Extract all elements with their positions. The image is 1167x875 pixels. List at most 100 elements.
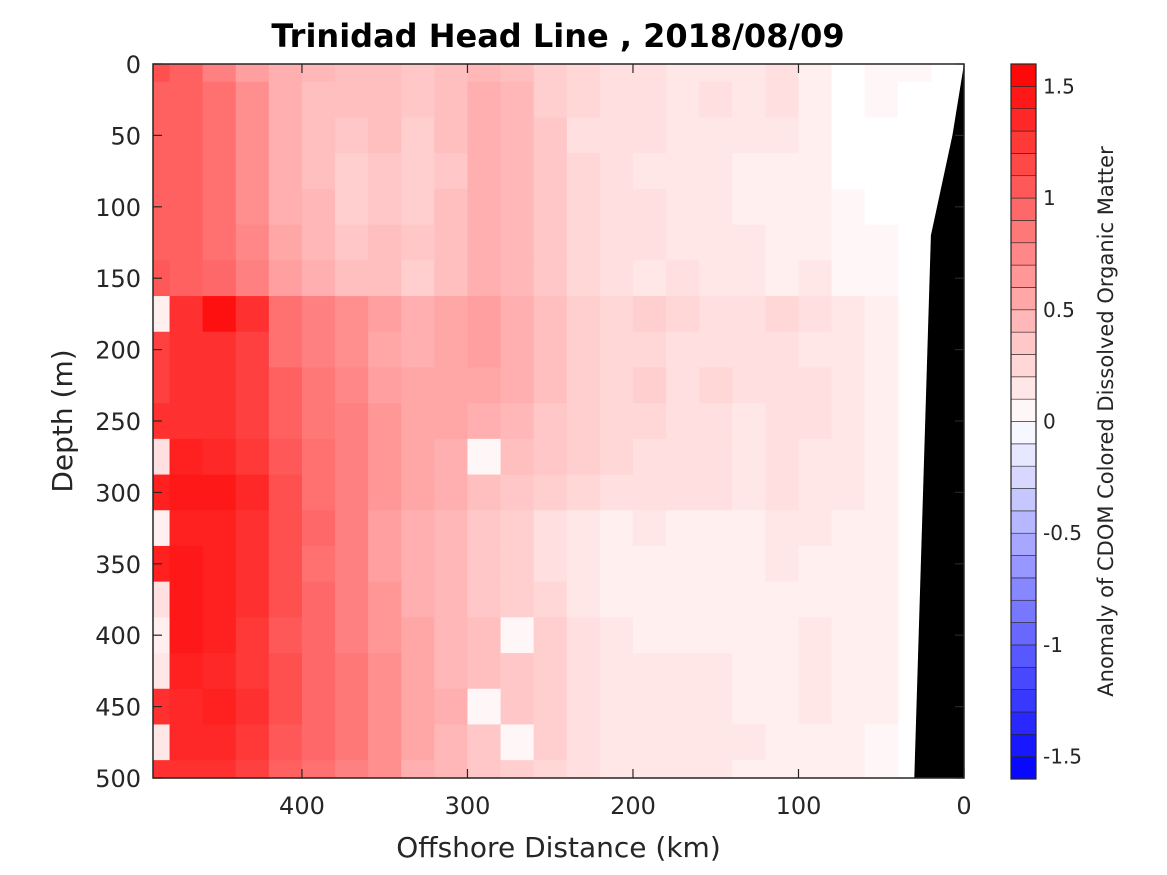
- heatmap-cell: [765, 117, 800, 154]
- heatmap-cell: [599, 153, 634, 190]
- heatmap-cell: [831, 474, 866, 511]
- heatmap-cell: [467, 296, 502, 333]
- x-tick-label: 200: [610, 792, 656, 820]
- heatmap-cell: [765, 760, 800, 779]
- heatmap-cell: [235, 117, 270, 154]
- heatmap-cell: [632, 153, 667, 190]
- heatmap-cell: [765, 653, 800, 690]
- heatmap-cell: [500, 438, 535, 476]
- heatmap-cell: [699, 724, 733, 761]
- heatmap-cell: [235, 760, 270, 779]
- heatmap-cell: [301, 367, 336, 404]
- heatmap-cell: [666, 260, 700, 297]
- heatmap-cell: [434, 117, 469, 154]
- heatmap-cell: [268, 296, 303, 333]
- heatmap-cell: [699, 296, 733, 333]
- heatmap-cell: [666, 117, 700, 154]
- heatmap-cell: [732, 403, 766, 440]
- heatmap-cell: [765, 153, 800, 190]
- heatmap-cell: [169, 545, 204, 583]
- heatmap-cell: [169, 653, 204, 690]
- heatmap-cell: [533, 117, 568, 154]
- y-tick-label: 450: [95, 694, 141, 722]
- heatmap-cell: [268, 64, 303, 83]
- heatmap-cell: [335, 438, 369, 476]
- heatmap-cell: [566, 81, 601, 119]
- heatmap-cell: [566, 403, 601, 440]
- heatmap-cell: [268, 474, 303, 511]
- heatmap-cell: [699, 117, 733, 154]
- heatmap-cell: [301, 403, 336, 440]
- y-tick-label: 350: [95, 551, 141, 579]
- heatmap-cell: [202, 331, 237, 369]
- colorbar-step: [1010, 510, 1037, 534]
- heatmap-cell: [235, 653, 270, 690]
- heatmap-cell: [666, 331, 700, 369]
- heatmap-cell: [566, 474, 601, 511]
- heatmap-cell: [632, 296, 667, 333]
- heatmap-cell: [500, 617, 535, 654]
- y-tick-label: 400: [95, 622, 141, 650]
- heatmap-cell: [831, 224, 866, 261]
- heatmap-cell: [765, 688, 800, 726]
- heatmap-cell: [401, 724, 435, 761]
- heatmap-cell: [169, 760, 204, 779]
- colorbar-frame: [1010, 63, 1037, 780]
- heatmap-cell: [268, 81, 303, 119]
- heatmap-cell: [599, 367, 634, 404]
- heatmap-cell: [368, 188, 402, 226]
- heatmap-cell: [500, 653, 535, 690]
- heatmap-cell: [335, 224, 369, 261]
- colorbar-step: [1010, 622, 1037, 646]
- heatmap-cell: [301, 331, 336, 369]
- heatmap-cell: [897, 81, 932, 119]
- heatmap-cell: [533, 153, 568, 190]
- heatmap-cell: [268, 260, 303, 297]
- heatmap-cell: [301, 260, 336, 297]
- heatmap-cell: [401, 545, 435, 583]
- heatmap-cell: [798, 296, 833, 333]
- colorbar-tick-label: 1.5: [1043, 74, 1075, 98]
- heatmap-cell: [732, 474, 766, 511]
- heatmap-cell: [434, 331, 469, 369]
- y-axis: 0 50 100 150 200 250 300 350 400 450 500: [95, 51, 964, 793]
- heatmap-cell: [599, 224, 634, 261]
- heatmap-cell: [798, 438, 833, 476]
- colorbar-tick-label: -1.5: [1043, 745, 1082, 769]
- heatmap-cell: [798, 81, 833, 119]
- heatmap-cell: [533, 510, 568, 547]
- heatmap-cell: [632, 760, 667, 779]
- heatmap-cell: [864, 224, 899, 261]
- heatmap-cell: [666, 724, 700, 761]
- colorbar-step: [1010, 644, 1037, 668]
- heatmap-cell: [831, 545, 866, 583]
- heatmap-cell: [500, 760, 535, 779]
- heatmap-cell: [765, 510, 800, 547]
- heatmap-cell: [401, 64, 435, 83]
- heatmap-cell: [864, 760, 899, 779]
- heatmap-cell: [599, 545, 634, 583]
- heatmap-cell: [202, 653, 237, 690]
- heatmap-cell: [467, 64, 502, 83]
- heatmap-cell: [599, 688, 634, 726]
- heatmap-cell: [368, 510, 402, 547]
- heatmap-cell: [831, 64, 866, 83]
- heatmap-cell: [467, 724, 502, 761]
- heatmap-cell: [434, 724, 469, 761]
- heatmap-cell: [202, 617, 237, 654]
- colorbar-step: [1010, 465, 1037, 489]
- heatmap-cell: [864, 617, 899, 654]
- heatmap-cell: [831, 688, 866, 726]
- heatmap-cell: [864, 653, 899, 690]
- heatmap-cell: [533, 438, 568, 476]
- heatmap-cell: [500, 581, 535, 618]
- heatmap-cell: [533, 653, 568, 690]
- heatmap-cell: [632, 224, 667, 261]
- heatmap-cell: [368, 367, 402, 404]
- heatmap-cell: [765, 438, 800, 476]
- heatmap-cell: [732, 760, 766, 779]
- heatmap-cell: [169, 331, 204, 369]
- bathymetry-mask: [914, 64, 964, 778]
- heatmap-cell: [301, 438, 336, 476]
- heatmap-cell: [235, 724, 270, 761]
